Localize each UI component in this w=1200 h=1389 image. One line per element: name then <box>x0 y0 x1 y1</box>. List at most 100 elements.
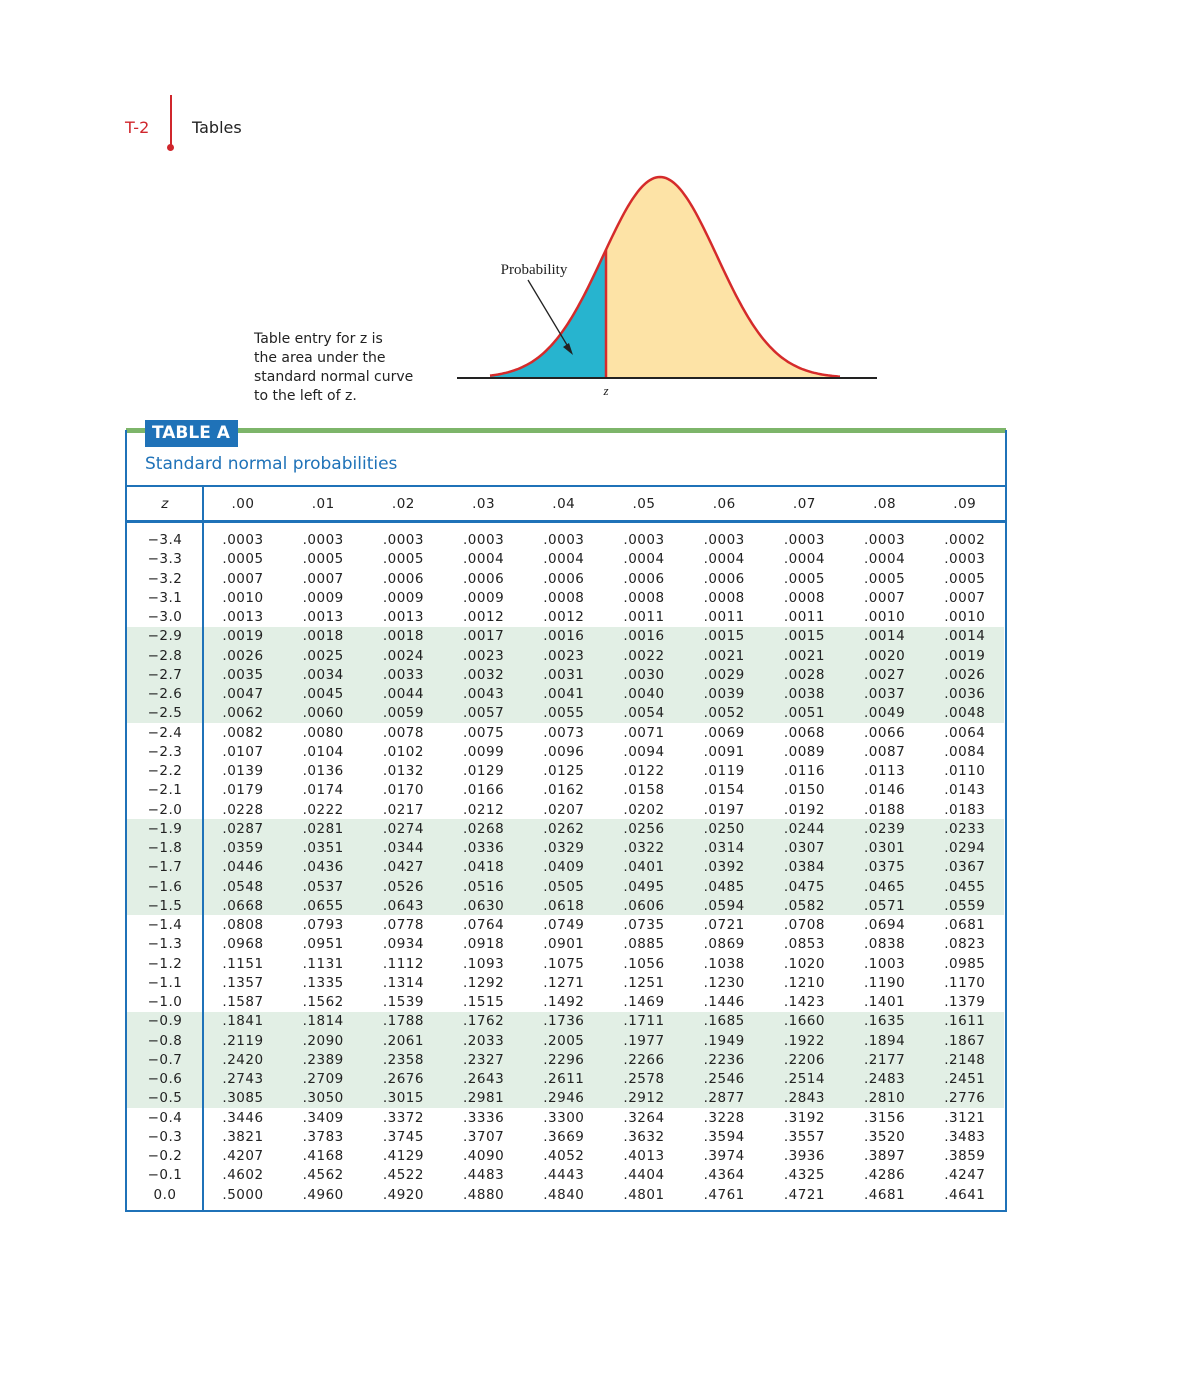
probability-cell: .0006 <box>543 570 585 587</box>
probability-cell: .3121 <box>944 1109 986 1126</box>
probability-cell: .0003 <box>222 532 264 548</box>
probability-cell: .0020 <box>864 647 906 664</box>
probability-cell: .3409 <box>302 1109 344 1126</box>
probability-cell: .0033 <box>382 666 424 683</box>
table-top-rule <box>126 428 1006 433</box>
z-value: −2.0 <box>147 801 183 818</box>
probability-cell: .0028 <box>783 666 825 683</box>
probability-cell: .0084 <box>944 743 986 760</box>
probability-cell: .0150 <box>783 782 825 799</box>
z-value: −1.7 <box>147 859 183 876</box>
probability-cell: .0066 <box>864 724 906 741</box>
probability-cell: .0009 <box>463 589 505 606</box>
probability-cell: .1660 <box>783 1013 825 1030</box>
probability-cell: .0023 <box>543 647 585 664</box>
probability-cell: .1230 <box>703 974 745 991</box>
probability-cell: .4404 <box>623 1167 665 1184</box>
probability-cell: .0006 <box>382 570 424 587</box>
probability-cell: .0044 <box>382 686 424 702</box>
probability-cell: .0594 <box>703 897 745 914</box>
probability-cell: .1736 <box>543 1013 585 1030</box>
probability-cell: .0073 <box>543 724 585 741</box>
probability-cell: .3594 <box>703 1128 745 1145</box>
probability-cell: .3974 <box>703 1148 745 1164</box>
column-header: .09 <box>953 496 977 512</box>
probability-cell: .0045 <box>302 686 344 702</box>
probability-cell: .0188 <box>864 801 906 818</box>
probability-cell: .2643 <box>463 1071 505 1087</box>
probability-cell: .0384 <box>783 859 825 876</box>
probability-cell: .0268 <box>463 820 505 837</box>
probability-cell: .0202 <box>623 801 665 818</box>
probability-cell: .0154 <box>703 782 745 799</box>
probability-cell: .0183 <box>944 801 986 818</box>
probability-cell: .0004 <box>864 551 906 568</box>
probability-cell: .1611 <box>944 1013 986 1030</box>
probability-cell: .0735 <box>623 917 665 933</box>
probability-cell: .3050 <box>302 1090 344 1107</box>
table-title: Standard normal probabilities <box>145 454 398 474</box>
probability-cell: .0256 <box>623 820 665 837</box>
shaded-area <box>490 249 606 378</box>
z-value: −2.6 <box>147 686 183 702</box>
probability-cell: .0014 <box>944 628 986 645</box>
probability-cell: .0013 <box>222 609 264 625</box>
probability-cell: .0005 <box>222 551 264 568</box>
z-value: −3.0 <box>147 609 183 625</box>
probability-cell: .0918 <box>463 936 505 953</box>
header-dot <box>167 144 174 151</box>
probability-cell: .2843 <box>783 1090 825 1107</box>
probability-cell: .4960 <box>302 1186 344 1203</box>
z-value: −1.0 <box>147 994 183 1010</box>
probability-cell: .2981 <box>463 1090 505 1107</box>
probability-cell: .0022 <box>623 647 665 664</box>
probability-cell: .1075 <box>543 955 585 972</box>
probability-cell: .0071 <box>623 724 665 741</box>
probability-cell: .2296 <box>543 1051 585 1068</box>
probability-cell: .0010 <box>864 609 906 625</box>
probability-cell: .0808 <box>222 917 264 933</box>
probability-cell: .0027 <box>864 666 906 683</box>
probability-cell: .1562 <box>302 994 344 1010</box>
probability-cell: .0023 <box>463 647 505 664</box>
probability-cell: .1922 <box>783 1032 825 1049</box>
z-value: −1.1 <box>147 974 183 991</box>
probability-cell: .0559 <box>944 897 986 914</box>
z-value: −3.2 <box>147 570 183 587</box>
probability-cell: .0122 <box>623 763 665 779</box>
probability-cell: .1401 <box>864 994 906 1010</box>
probability-cell: .2005 <box>543 1032 585 1049</box>
probability-cell: .0749 <box>543 917 585 933</box>
probability-cell: .0708 <box>783 917 825 933</box>
probability-cell: .0485 <box>703 878 745 895</box>
probability-cell: .0004 <box>703 551 745 568</box>
probability-cell: .0132 <box>382 763 424 779</box>
probability-cell: .0721 <box>703 917 745 933</box>
probability-cell: .0526 <box>382 878 424 895</box>
probability-cell: .0455 <box>944 878 986 895</box>
probability-cell: .0091 <box>703 743 745 760</box>
probability-cell: .0934 <box>382 936 424 953</box>
probability-cell: .3372 <box>382 1109 424 1126</box>
header-rule <box>170 95 172 147</box>
probability-cell: .0158 <box>623 782 665 799</box>
probability-cell: .0166 <box>463 782 505 799</box>
probability-cell: .1867 <box>944 1032 986 1049</box>
probability-cell: .2327 <box>463 1051 505 1068</box>
probability-cell: .1251 <box>623 974 665 991</box>
probability-cell: .2236 <box>703 1051 745 1068</box>
probability-cell: .0032 <box>463 666 505 683</box>
probability-cell: .1587 <box>222 994 264 1010</box>
probability-cell: .0571 <box>864 897 906 914</box>
probability-cell: .0009 <box>302 589 344 606</box>
probability-cell: .4129 <box>382 1148 424 1164</box>
z-value: −0.5 <box>147 1090 183 1107</box>
probability-cell: .0011 <box>703 609 745 625</box>
z-value: −2.2 <box>147 763 183 779</box>
probability-cell: .1841 <box>222 1013 264 1030</box>
probability-cell: .0401 <box>623 859 665 876</box>
probability-cell: .0064 <box>944 724 986 741</box>
probability-cell: .0885 <box>623 936 665 953</box>
z-value: −0.6 <box>147 1071 183 1087</box>
probability-cell: .0162 <box>543 782 585 799</box>
